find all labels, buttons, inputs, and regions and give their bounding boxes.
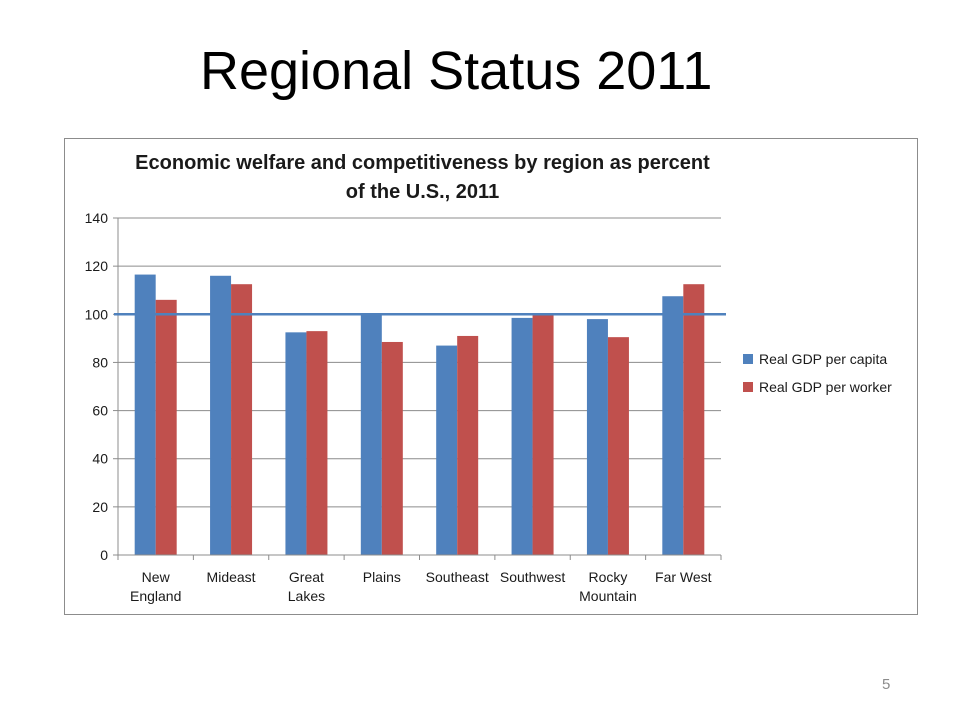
bar-real-gdp-per-capita (210, 275, 232, 555)
bar-real-gdp-per-capita (360, 315, 382, 555)
x-tick-label: Southeast (426, 569, 489, 585)
chart-title-line-2: of the U.S., 2011 (345, 181, 500, 203)
bar-real-gdp-per-worker (607, 337, 629, 555)
page-number: 5 (882, 676, 891, 693)
y-tick-label: 20 (92, 499, 108, 515)
y-tick-label: 60 (92, 403, 108, 419)
legend-item-capita: Real GDP per capita (743, 349, 892, 369)
bar-real-gdp-per-capita (586, 319, 608, 555)
chart-title-line-1: Economic welfare and competitiveness by … (135, 152, 710, 174)
bar-real-gdp-per-worker (457, 335, 479, 555)
legend-label-capita: Real GDP per capita (759, 351, 888, 367)
bar-real-gdp-per-capita (285, 332, 307, 555)
x-tick-label: Far West (655, 569, 712, 585)
bar-real-gdp-per-capita (511, 317, 533, 555)
bar-chart: 0 20 40 60 80 100 120 140 New England Mideast Great… (85, 210, 726, 604)
y-tick-label: 140 (85, 210, 109, 226)
bar-real-gdp-per-worker (532, 314, 554, 555)
x-tick-label: Rocky (588, 569, 627, 585)
bar-real-gdp-per-worker (231, 284, 253, 555)
x-tick-label: England (130, 588, 181, 604)
legend-label-worker: Real GDP per worker (759, 379, 892, 395)
bar-real-gdp-per-worker (306, 331, 328, 555)
x-tick-label: Plains (363, 569, 401, 585)
x-tick-label: Great (289, 569, 324, 585)
slide-title: Regional Status 2011 (200, 41, 713, 101)
legend-swatch-capita (743, 354, 753, 364)
chart-legend: Real GDP per capita Real GDP per worker (743, 349, 892, 405)
legend-swatch-worker (743, 382, 753, 392)
x-tick-label: New (142, 569, 171, 585)
y-tick-label: 120 (85, 258, 109, 274)
bar-real-gdp-per-worker (381, 341, 403, 555)
y-tick-label: 0 (100, 547, 108, 563)
chart-frame: Economic welfare and competitiveness by … (64, 138, 918, 615)
bar-real-gdp-per-worker (155, 299, 177, 555)
y-tick-label: 80 (92, 354, 108, 370)
legend-item-worker: Real GDP per worker (743, 377, 892, 397)
bar-real-gdp-per-worker (683, 284, 705, 555)
bar-real-gdp-per-capita (134, 274, 156, 555)
chart-title: Economic welfare and competitiveness by … (65, 149, 780, 207)
x-tick-label: Mountain (579, 588, 637, 604)
y-tick-label: 40 (92, 451, 108, 467)
bar-real-gdp-per-capita (436, 345, 458, 555)
x-tick-label: Lakes (288, 588, 325, 604)
bar-real-gdp-per-capita (662, 296, 684, 555)
x-tick-label: Southwest (500, 569, 565, 585)
y-tick-label: 100 (85, 306, 109, 322)
x-tick-label: Mideast (207, 569, 256, 585)
